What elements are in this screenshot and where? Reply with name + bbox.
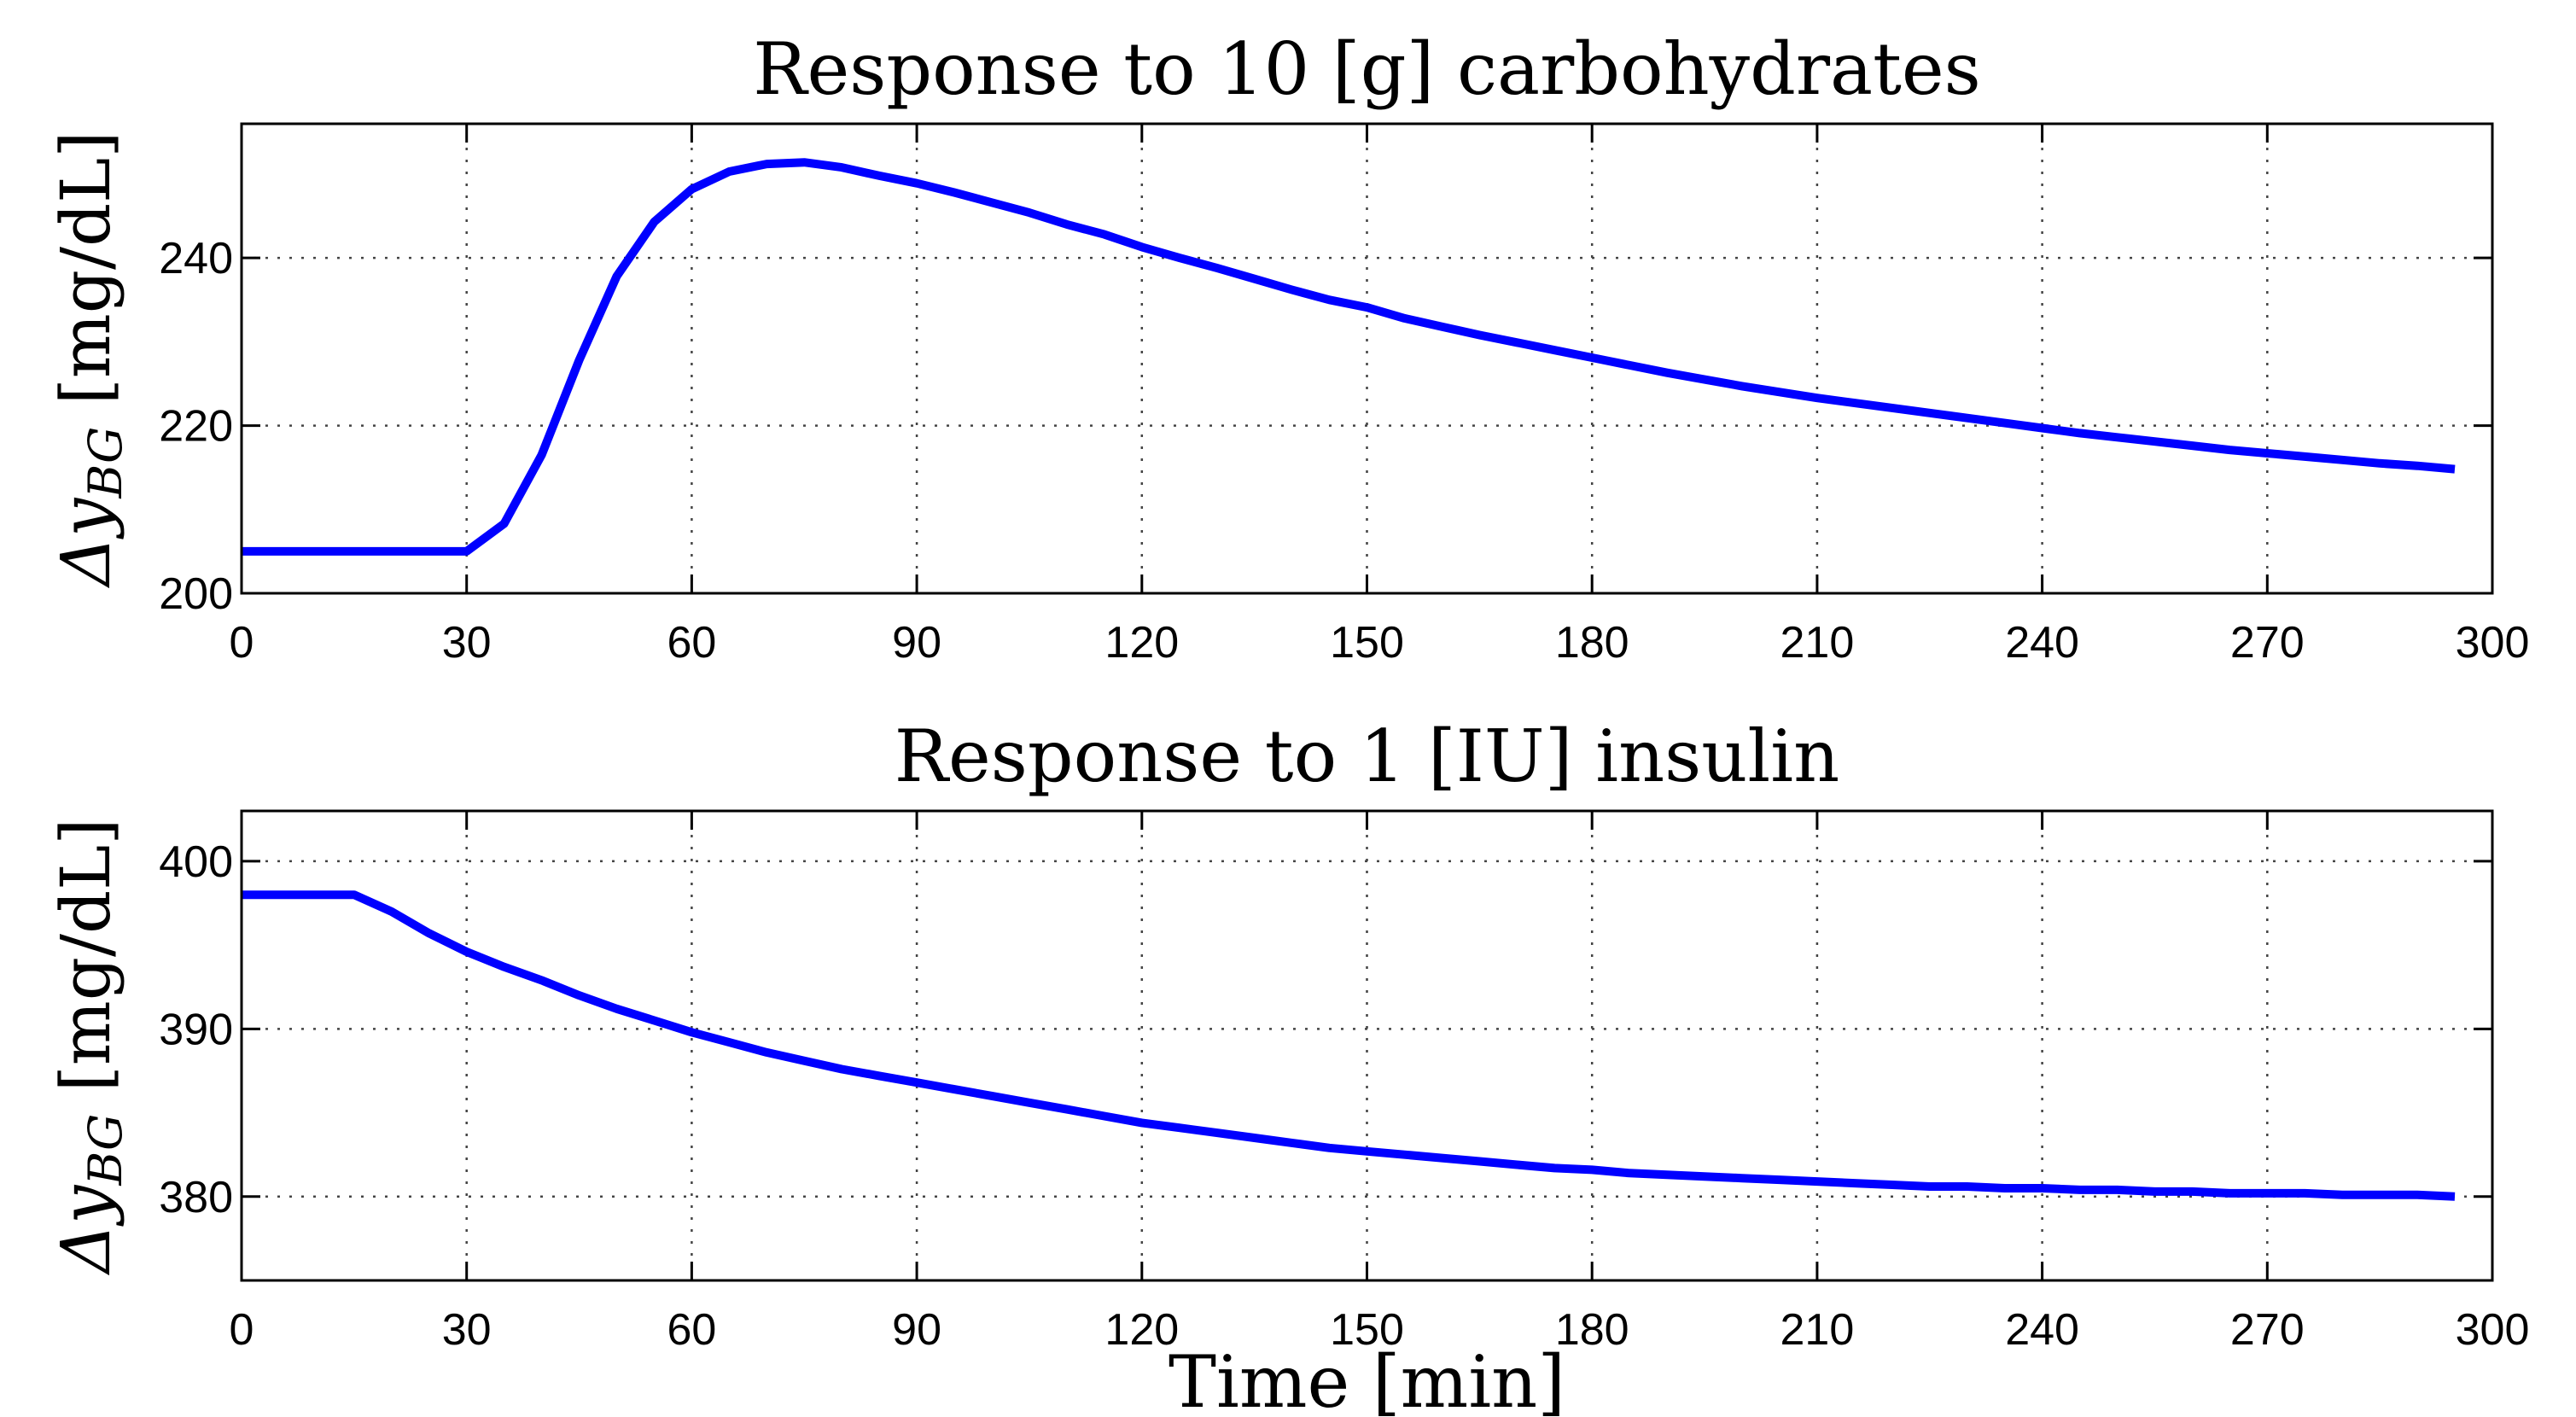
y-tick-label: 400 [159, 837, 233, 887]
x-tick-label: 150 [1330, 618, 1404, 668]
x-tick-label: 60 [667, 618, 716, 668]
x-axis-label: Time [min] [1169, 1340, 1565, 1417]
chart-panel-2: 0 30 60 90 120 150 180 210 240 270 300 380 390 400 Res… [46, 714, 2529, 1417]
y-tick-label: 220 [159, 402, 233, 452]
series-line-1 [242, 890, 2456, 1201]
x-tick-label: 300 [2456, 1305, 2530, 1355]
y-tick-label: 240 [159, 234, 233, 283]
x-tick-label: 240 [2005, 618, 2079, 668]
x-tick-label: 30 [442, 1305, 492, 1355]
chart-title: Response to 10 [g] carbohydrates [753, 27, 1980, 111]
y-tick-label: 390 [159, 1005, 233, 1054]
x-tick-label: 180 [1555, 1305, 1629, 1355]
x-tick-label: 210 [1780, 1305, 1855, 1355]
x-tick-label: 240 [2005, 1305, 2079, 1355]
x-tick-label: 0 [230, 618, 254, 668]
y-axis-label: ΔyBG [mg/dL] [46, 131, 132, 588]
x-tick-label: 210 [1780, 618, 1855, 668]
x-tick-label: 90 [892, 1305, 941, 1355]
axes-frame [240, 122, 2494, 595]
x-tick-label: 270 [2230, 1305, 2305, 1355]
y-tick-label: 380 [159, 1173, 233, 1222]
x-tick-label: 30 [442, 618, 492, 668]
series-line-1 [242, 158, 2456, 556]
x-tick-label: 0 [230, 1305, 254, 1355]
x-tick-label: 60 [667, 1305, 716, 1355]
x-tick-label: 150 [1330, 1305, 1404, 1355]
x-tick-label: 90 [892, 618, 941, 668]
y-axis-label: ΔyBG [mg/dL] [46, 818, 132, 1275]
x-tick-label: 300 [2456, 618, 2530, 668]
x-tick-label: 270 [2230, 618, 2305, 668]
x-tick-label: 120 [1104, 1305, 1179, 1355]
chart-panel-1: 0 30 60 90 120 150 180 210 240 270 300 200 220 240 Res… [46, 27, 2529, 668]
chart-title: Response to 1 [IU] insulin [895, 714, 1839, 798]
y-tick-label: 200 [159, 569, 233, 619]
x-tick-label: 180 [1555, 618, 1629, 668]
x-tick-label: 120 [1104, 618, 1179, 668]
axes-frame [240, 809, 2494, 1282]
